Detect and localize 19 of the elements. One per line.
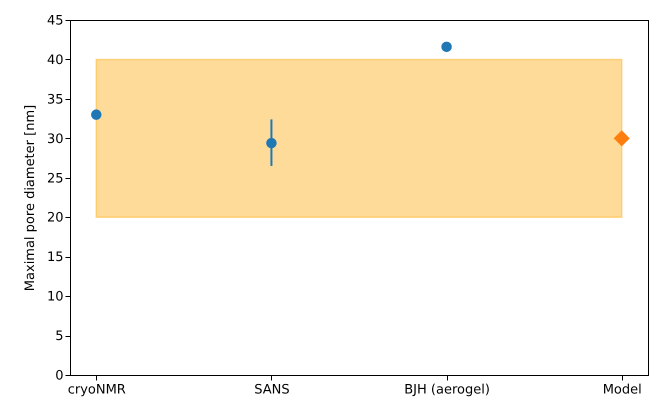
y-tick-label: 40 (46, 52, 64, 68)
point (441, 42, 452, 52)
y-tick-label: 10 (46, 290, 64, 305)
x-tick-label: BJH (aerogel) (404, 382, 490, 398)
y-tick-label: 30 (46, 132, 64, 147)
x-tick-label: Model (602, 382, 642, 398)
point (614, 130, 630, 146)
x-tick-label: cryoNMR (68, 382, 126, 398)
y-tick-label: 5 (55, 329, 64, 344)
y-axis-title: Maximal pore diameter [nm] (22, 104, 38, 292)
y-tick-label: 35 (46, 92, 64, 108)
y-tick-label: 15 (46, 250, 64, 266)
x-tick-label: SANS (254, 382, 290, 398)
point (266, 138, 277, 148)
y-tick-label: 45 (46, 14, 64, 28)
y-tick-label: 20 (46, 210, 64, 226)
y-tick-label: 0 (55, 368, 64, 384)
point (91, 109, 102, 120)
y-tick-label: 25 (46, 171, 64, 186)
